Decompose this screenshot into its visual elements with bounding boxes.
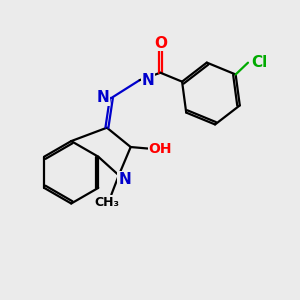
Text: N: N — [142, 73, 154, 88]
Text: N: N — [97, 91, 110, 106]
Text: N: N — [118, 172, 131, 187]
Text: CH₃: CH₃ — [94, 196, 119, 208]
Text: O: O — [154, 35, 167, 50]
Text: Cl: Cl — [251, 55, 267, 70]
Text: OH: OH — [149, 142, 172, 155]
